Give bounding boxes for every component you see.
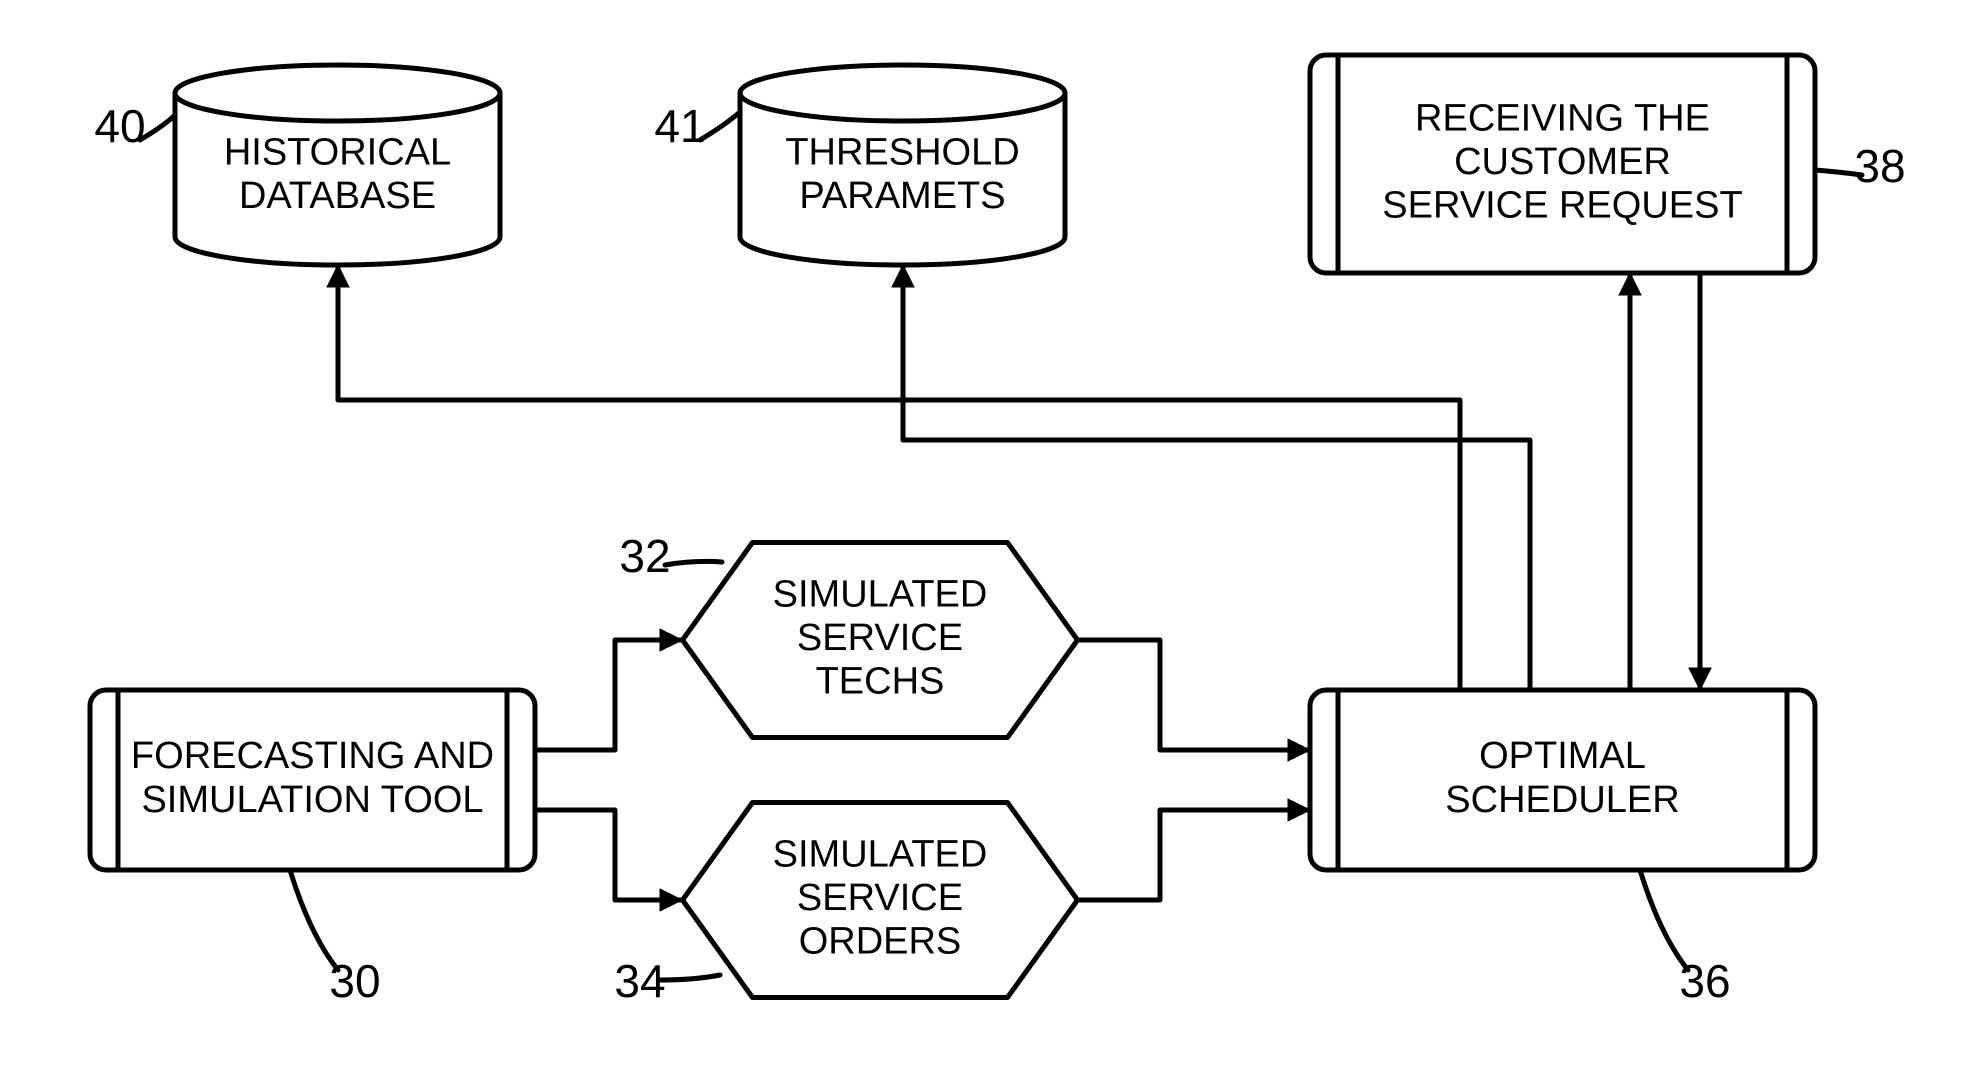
arrowhead	[660, 889, 682, 911]
arrowhead	[660, 629, 682, 651]
sim_techs-label-line-0: SIMULATED	[773, 573, 988, 615]
threshold_db-label-line-0: THRESHOLD	[785, 131, 1019, 173]
edge-fc-to-techs	[535, 640, 682, 750]
arrowhead	[327, 265, 349, 287]
receiving-label-line-0: RECEIVING THE	[1415, 97, 1710, 139]
sim_orders-ref: 34	[614, 955, 665, 1007]
edge-orders-to-sched	[1078, 810, 1310, 900]
receiving-label-line-1: CUSTOMER	[1454, 141, 1671, 183]
historical_db-ref: 40	[94, 100, 145, 152]
arrowhead	[1619, 273, 1641, 295]
edge-techs-to-sched	[1078, 640, 1310, 750]
historical_db-label-line-0: HISTORICAL	[224, 131, 451, 173]
historical_db-label-line-1: DATABASE	[239, 175, 436, 217]
arrowhead	[892, 265, 914, 287]
sim_orders-label-line-0: SIMULATED	[773, 833, 988, 875]
receiving-label-line-2: SERVICE REQUEST	[1382, 185, 1742, 227]
threshold_db-ref: 41	[654, 100, 705, 152]
sim_orders-label-line-1: SERVICE	[797, 877, 963, 919]
arrowhead	[1288, 799, 1310, 821]
sim_orders-label-line-2: ORDERS	[799, 921, 962, 963]
scheduler-label-line-0: OPTIMAL	[1479, 735, 1646, 777]
forecasting-ref: 30	[329, 955, 380, 1007]
scheduler-ref: 36	[1679, 955, 1730, 1007]
forecasting-label-line-1: SIMULATION TOOL	[141, 779, 483, 821]
lead-34	[660, 975, 720, 980]
edge-fc-to-orders	[535, 810, 682, 900]
arrowhead	[1689, 668, 1711, 690]
sim_techs-label-line-1: SERVICE	[797, 617, 963, 659]
threshold_db-label-line-1: PARAMETS	[799, 175, 1005, 217]
sim_techs-label-line-2: TECHS	[816, 661, 945, 703]
receiving-ref: 38	[1854, 140, 1905, 192]
forecasting-label-line-0: FORECASTING AND	[131, 735, 494, 777]
lead-41	[700, 112, 740, 140]
lead-32	[665, 561, 722, 565]
sim_techs-ref: 32	[619, 530, 670, 582]
scheduler-label-line-1: SCHEDULER	[1445, 779, 1679, 821]
arrowhead	[1288, 739, 1310, 761]
